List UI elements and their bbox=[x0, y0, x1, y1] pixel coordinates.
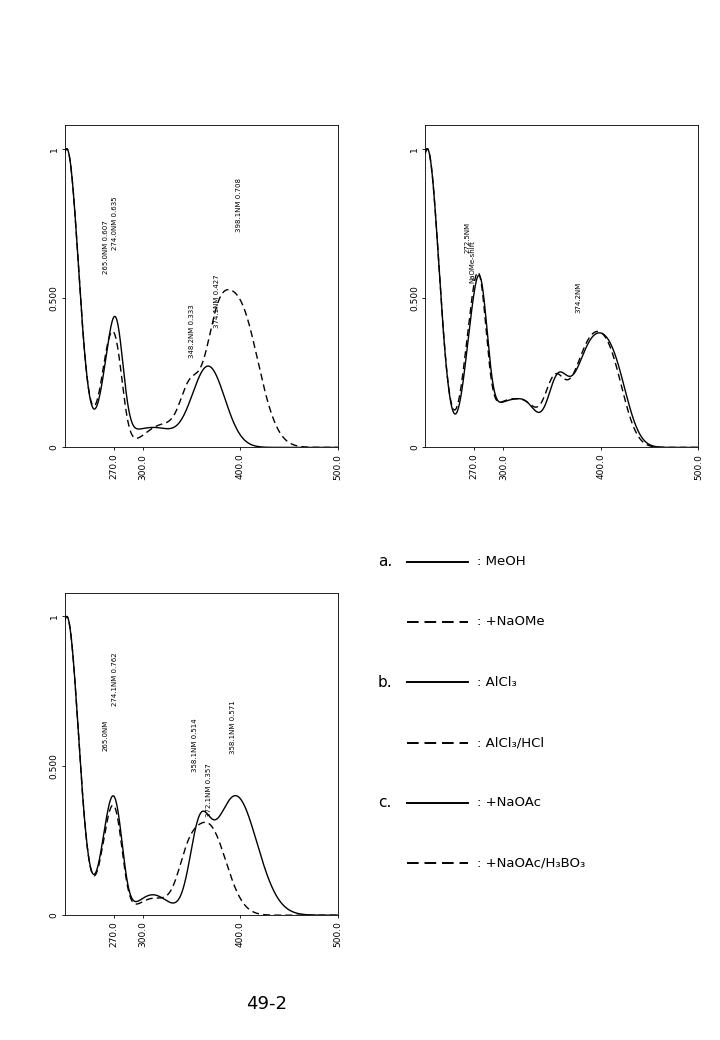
Text: : +NaOMe: : +NaOMe bbox=[477, 616, 544, 628]
Text: 265.0NM: 265.0NM bbox=[103, 720, 109, 751]
Text: : +NaOAc: : +NaOAc bbox=[477, 797, 541, 809]
Text: 265.0NM 0.607: 265.0NM 0.607 bbox=[103, 220, 109, 275]
Text: 49-2: 49-2 bbox=[246, 994, 287, 1013]
Text: 274.0NM 0.635: 274.0NM 0.635 bbox=[112, 197, 117, 251]
Text: b.: b. bbox=[378, 675, 392, 690]
Text: : AlCl₃/HCl: : AlCl₃/HCl bbox=[477, 736, 544, 749]
Text: : MeOH: : MeOH bbox=[477, 555, 526, 568]
Text: 272.5NM: 272.5NM bbox=[464, 223, 470, 254]
Text: 372.1NM 0.357: 372.1NM 0.357 bbox=[206, 763, 212, 816]
Text: a.: a. bbox=[378, 554, 392, 569]
Text: c.: c. bbox=[378, 796, 392, 810]
Text: NaOMe-shift: NaOMe-shift bbox=[469, 240, 475, 283]
Text: 374.1NM 0.427: 374.1NM 0.427 bbox=[214, 275, 220, 328]
Text: : AlCl₃: : AlCl₃ bbox=[477, 676, 516, 688]
Text: 374.2NM: 374.2NM bbox=[575, 282, 582, 313]
Text: 398.1NM 0.708: 398.1NM 0.708 bbox=[236, 178, 243, 232]
Text: : +NaOAc/H₃BO₃: : +NaOAc/H₃BO₃ bbox=[477, 857, 585, 869]
Text: 358.1NM 0.571: 358.1NM 0.571 bbox=[230, 700, 235, 754]
Text: 358.1NM 0.514: 358.1NM 0.514 bbox=[192, 719, 199, 772]
Text: 348.2NM 0.333: 348.2NM 0.333 bbox=[189, 304, 194, 358]
Text: 274.1NM 0.762: 274.1NM 0.762 bbox=[112, 652, 117, 706]
